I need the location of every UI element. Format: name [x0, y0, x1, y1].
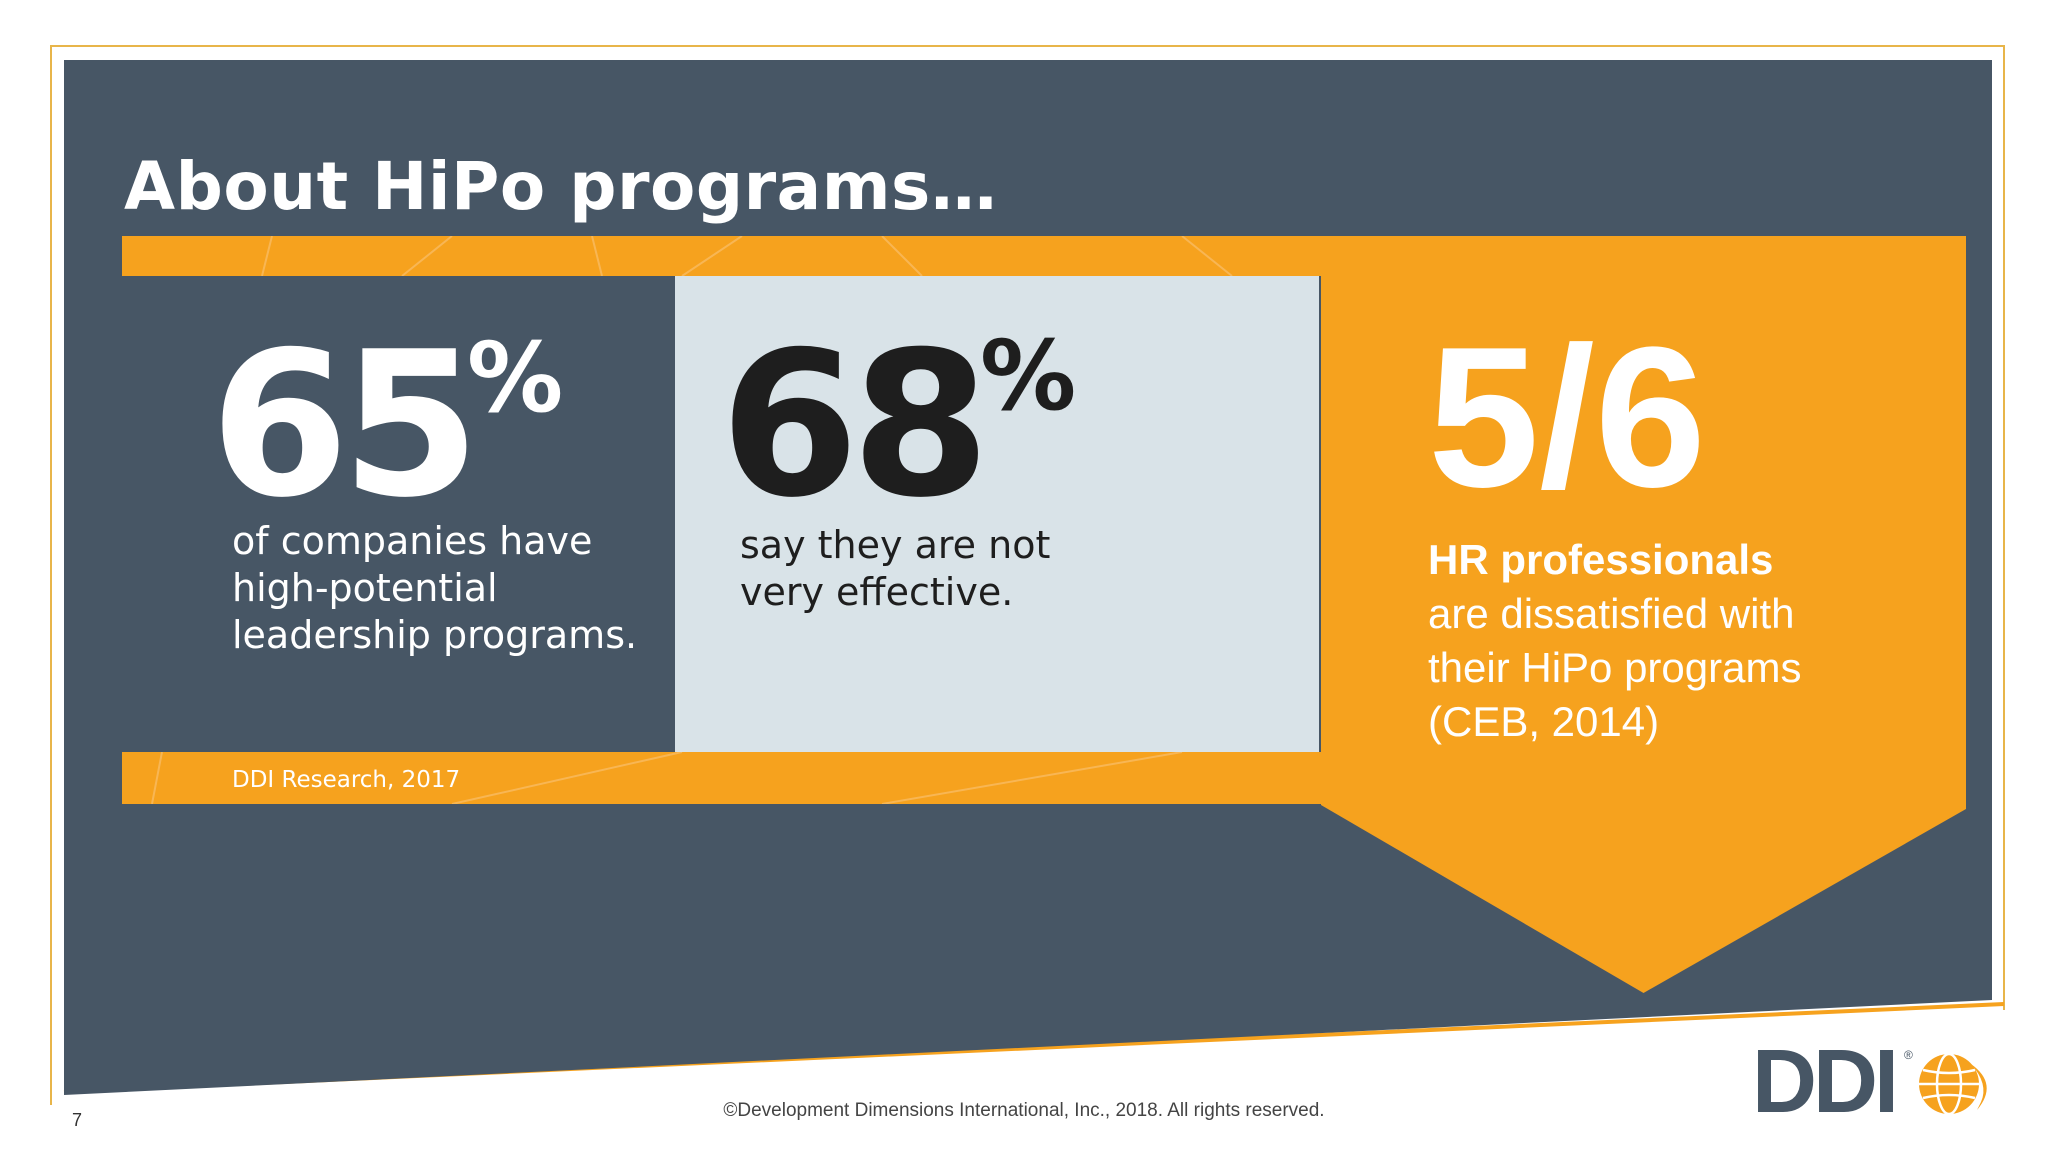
stat-description: say they are not very effective. — [740, 522, 1050, 616]
stat-card-companies: 65 % of companies have high-potential le… — [122, 276, 675, 752]
stat-number: 65 — [210, 309, 480, 542]
callout-description: HR professionals are dissatisfied with t… — [1428, 533, 1948, 749]
stat-description-line: of companies have — [232, 519, 593, 563]
callout-description-line: their HiPo programs — [1428, 644, 1802, 691]
infographic-top-strip — [122, 236, 1321, 276]
infographic-bottom-strip — [122, 752, 1321, 804]
logo-wordmark: DDI — [1752, 1032, 1899, 1132]
stat-description-line: very effective. — [740, 570, 1014, 614]
stat-description: of companies have high-potential leaders… — [232, 518, 637, 659]
globe-icon — [1919, 1052, 1987, 1116]
stat-description-line: say they are not — [740, 523, 1051, 567]
stat-percent-sign: % — [980, 320, 1077, 432]
stat-number: 68 — [720, 309, 990, 542]
stat-percent-sign: % — [467, 322, 564, 434]
frame-left-line — [50, 45, 52, 1105]
stat-description-line: high-potential — [232, 566, 498, 610]
strip-texture-lines — [151, 752, 1183, 804]
callout-arrow-shape — [1321, 236, 1966, 993]
stat-description-line: leadership programs. — [232, 613, 638, 657]
slide-number: 7 — [72, 1110, 83, 1130]
frame-top-line — [50, 45, 2005, 47]
copyright-notice: ©Development Dimensions International, I… — [723, 1100, 1325, 1121]
callout-strong-text: HR professionals — [1428, 536, 1774, 583]
callout-description-line: are dissatisfied with — [1428, 590, 1795, 637]
source-citation: DDI Research, 2017 — [232, 767, 461, 793]
callout-number: 5/6 — [1428, 306, 1707, 529]
callout-description-line: (CEB, 2014) — [1428, 698, 1660, 745]
strip-texture-lines — [261, 236, 1233, 276]
stat-card-effectiveness: 68 % say they are not very effective. — [675, 276, 1319, 752]
logo-registered-mark: ® — [1904, 1048, 1913, 1062]
slide-title: About HiPo programs… — [124, 148, 998, 225]
frame-right-line — [2003, 45, 2005, 1010]
